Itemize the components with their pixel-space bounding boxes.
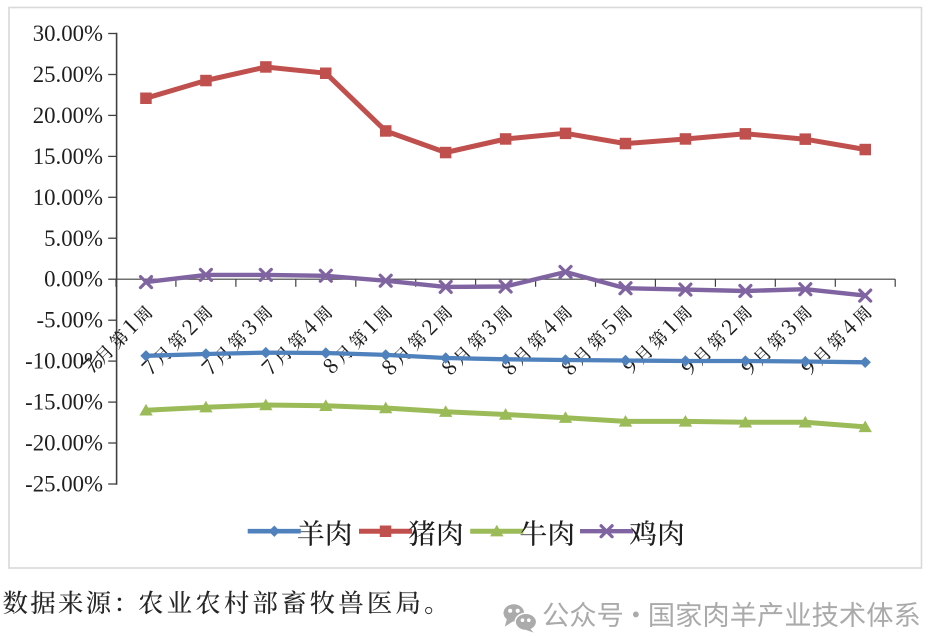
svg-text:-15.00%: -15.00% [25, 390, 103, 415]
svg-text:-5.00%: -5.00% [37, 308, 103, 333]
svg-text:20.00%: 20.00% [33, 103, 103, 128]
svg-text:10.00%: 10.00% [33, 185, 103, 210]
svg-text:-20.00%: -20.00% [25, 431, 103, 456]
svg-text:15.00%: 15.00% [33, 144, 103, 169]
svg-text:-25.00%: -25.00% [25, 472, 103, 497]
svg-text:5.00%: 5.00% [44, 226, 103, 251]
svg-text:30.00%: 30.00% [33, 21, 103, 46]
svg-text:-10.00%: -10.00% [25, 349, 103, 374]
svg-text:25.00%: 25.00% [33, 62, 103, 87]
svg-text:0.00%: 0.00% [44, 267, 103, 292]
